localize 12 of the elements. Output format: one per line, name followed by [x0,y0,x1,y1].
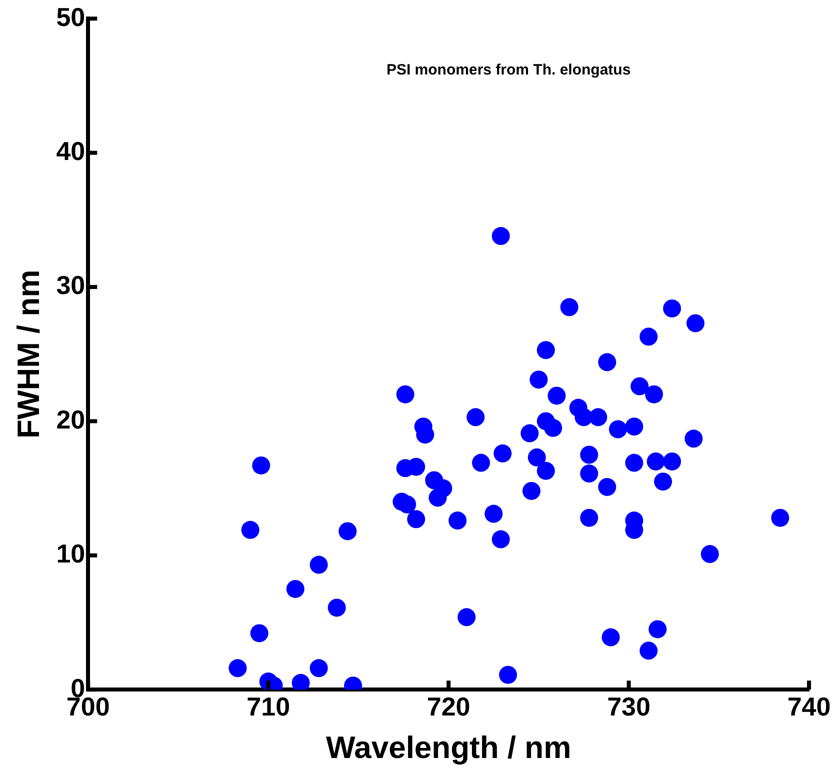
x-tick-label: 720 [426,691,470,722]
text: PSI monomers from Th. elongatus [386,62,631,79]
x-tick-label: 730 [607,691,650,722]
y-tick-label: 40 [56,136,86,166]
x-axis-title: Wavelength / nm [326,730,572,765]
x-tick-label: 710 [246,691,290,722]
y-tick-label: 10 [56,538,86,569]
y-tick-label: 50 [56,2,86,32]
y-tick-label: 20 [56,404,86,434]
x-tick-label: 740 [787,691,831,722]
y-axis-title: FWHM / nm [11,270,46,438]
y-tick-label: 30 [56,270,86,300]
